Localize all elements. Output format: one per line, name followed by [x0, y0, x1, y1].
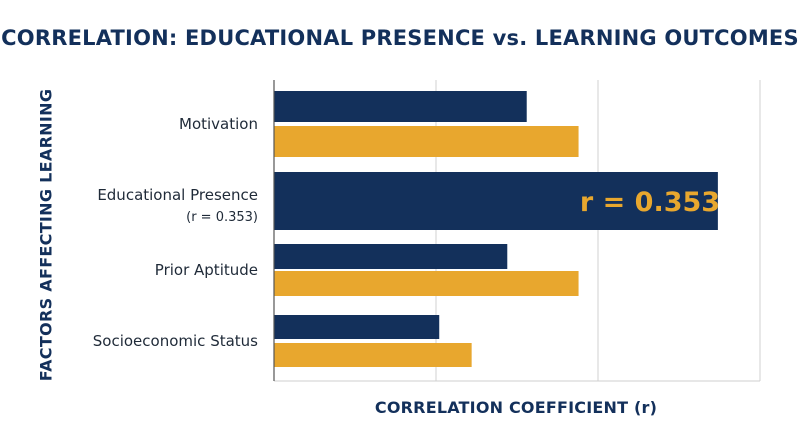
chart-title: CORRELATION: EDUCATIONAL PRESENCE vs. LE…	[0, 26, 800, 50]
category-label-socioeconomic-status: Socioeconomic Status	[93, 332, 258, 350]
category-label-motivation: Motivation	[179, 115, 258, 133]
bars: r = 0.353	[274, 91, 720, 367]
category-label-educational-presence: Educational Presence	[97, 186, 258, 204]
category-sublabel-educational-presence: (r = 0.353)	[186, 210, 258, 225]
annotation-label: r = 0.353	[580, 187, 720, 218]
category-label-prior-aptitude: Prior Aptitude	[155, 261, 258, 279]
category-labels: Motivation Educational Presence (r = 0.353…	[93, 115, 258, 350]
bar-motivation-series-2	[274, 126, 579, 157]
bar-prior-aptitude-series-1	[274, 244, 508, 269]
x-axis-label: CORRELATION COEFFICIENT (r)	[374, 398, 658, 417]
bar-educational-presence-series-1	[274, 172, 718, 230]
bar-prior-aptitude-series-2	[274, 271, 579, 296]
chart-title-rest: EDUCATIONAL PRESENCE vs. LEARNING OUTCOM…	[185, 26, 799, 50]
bar-motivation-series-1	[274, 91, 527, 122]
bar-socioeconomic-status-series-2	[274, 343, 472, 367]
bar-socioeconomic-status-series-1	[274, 315, 440, 339]
chart-title-bold: CORRELATION:	[1, 26, 178, 50]
